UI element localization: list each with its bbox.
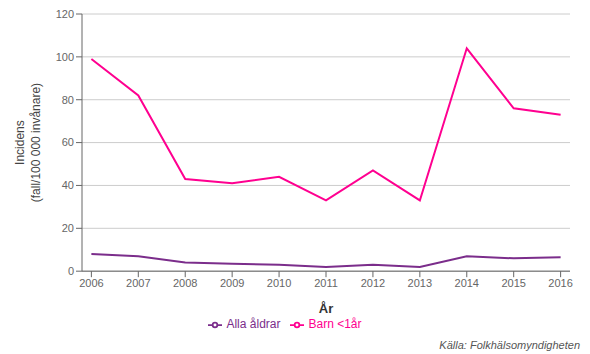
svg-text:2006: 2006 (79, 277, 103, 289)
svg-text:20: 20 (62, 222, 74, 234)
svg-text:År: År (319, 301, 333, 316)
html-text:Alla åldrar: Alla åldrar (226, 317, 281, 332)
svg-text:2012: 2012 (361, 277, 385, 289)
svg-text:80: 80 (62, 94, 74, 106)
svg-text:0: 0 (68, 265, 74, 277)
svg-text:120: 120 (56, 8, 74, 20)
svg-text:2007: 2007 (126, 277, 150, 289)
svg-text:40: 40 (62, 179, 74, 191)
svg-text:2014: 2014 (455, 277, 479, 289)
svg-text:60: 60 (62, 136, 74, 148)
svg-text:Incidens(fall/100 000 invånare: Incidens(fall/100 000 invånare) (13, 83, 43, 202)
svg-text:100: 100 (56, 51, 74, 63)
svg-text:2013: 2013 (408, 277, 432, 289)
html-text:Källa: Folkhälsomyndigheten: Källa: Folkhälsomyndigheten (439, 339, 580, 351)
svg-text:2016: 2016 (548, 277, 572, 289)
svg-text:2015: 2015 (501, 277, 525, 289)
svg-text:2009: 2009 (220, 277, 244, 289)
svg-text:2011: 2011 (314, 277, 338, 289)
svg-text:2010: 2010 (267, 277, 291, 289)
html-text:Barn <1år: Barn <1år (308, 317, 362, 332)
svg-text:2008: 2008 (173, 277, 197, 289)
